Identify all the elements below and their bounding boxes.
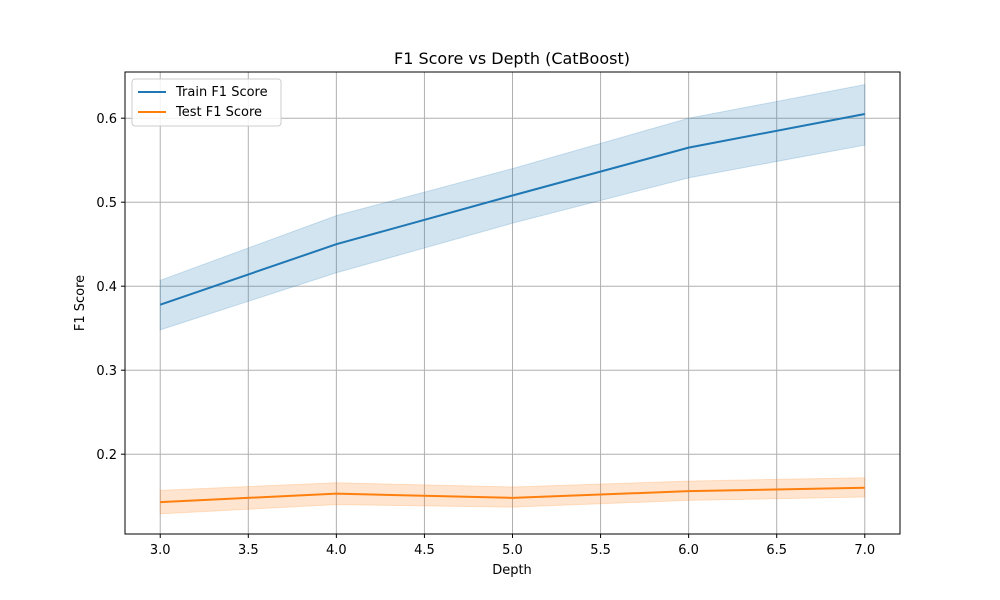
band-train [159, 83, 866, 331]
y-tick-label: 0.3 [96, 364, 117, 379]
legend-label-train: Train F1 Score [175, 85, 268, 100]
legend-box [131, 78, 282, 127]
legend: Train F1 Score Test F1 Score [131, 78, 282, 127]
x-tick-label: 3.5 [238, 543, 259, 558]
confidence-bands [159, 83, 866, 515]
x-tick-label: 7.0 [854, 543, 875, 558]
chart-title: F1 Score vs Depth (CatBoost) [394, 49, 630, 68]
legend-label-test: Test F1 Score [175, 105, 262, 120]
y-tick-label: 0.2 [96, 448, 117, 463]
y-tick-label: 0.4 [96, 280, 117, 295]
band-test [159, 477, 866, 515]
x-axis-label: Depth [492, 563, 532, 578]
x-axis: 3.0 3.5 4.0 4.5 5.0 5.5 6.0 6.5 7.0 [150, 534, 875, 558]
x-tick-label: 6.5 [766, 543, 787, 558]
x-tick-label: 6.0 [678, 543, 699, 558]
y-axis-label: F1 Score [73, 275, 88, 331]
x-tick-label: 5.0 [502, 543, 523, 558]
x-tick-label: 3.0 [150, 543, 171, 558]
series-lines [159, 113, 865, 504]
x-tick-label: 5.5 [590, 543, 611, 558]
grid [125, 72, 900, 534]
line-test [160, 486, 865, 504]
line-train [159, 113, 865, 306]
y-tick-label: 0.5 [96, 196, 117, 211]
y-axis: 0.2 0.3 0.4 0.5 0.6 [96, 112, 125, 463]
x-tick-label: 4.5 [414, 543, 435, 558]
x-tick-label: 4.0 [326, 543, 347, 558]
y-tick-label: 0.6 [96, 112, 117, 127]
